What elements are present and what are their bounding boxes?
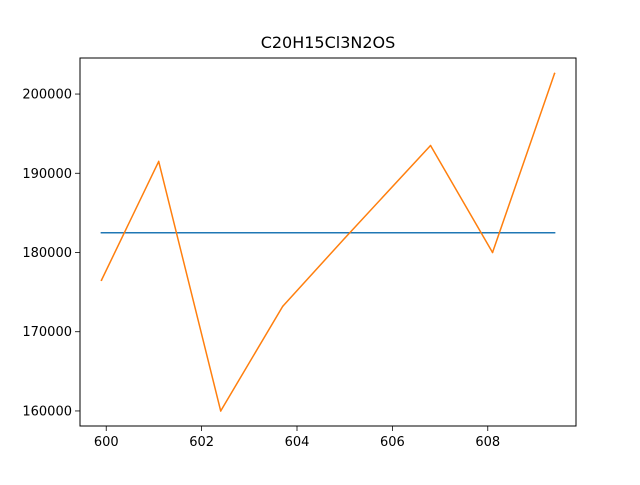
series-2-point [343,237,346,239]
series-2-point [219,410,222,412]
x-tick-label: 600 [94,435,119,450]
series-2-point [553,72,556,75]
series-2-point [157,160,160,163]
series-1-point [100,231,103,234]
series-2-point [281,305,284,308]
series-2-point [100,279,103,281]
y-tick-label: 180000 [22,246,72,261]
plot-area-frame [79,57,577,427]
x-tick-label: 602 [189,435,214,450]
x-tick-label: 604 [285,435,310,450]
series-1-point [553,231,556,234]
series-2-point [429,144,432,147]
y-tick-label: 190000 [22,167,72,182]
series-layer [100,72,556,412]
axes-layer: 600 602 604 606 608 160000 170000 180000 190000 2… [22,88,500,450]
y-tick-label: 200000 [22,88,72,103]
series-line-2 [100,72,556,412]
y-tick-label: 160000 [22,404,72,419]
series-2-point [491,251,494,254]
x-tick-label: 606 [380,435,405,450]
x-tick-label: 608 [475,435,500,450]
y-tick-label: 170000 [22,325,72,340]
chart-title: C20H15Cl3N2OS [261,33,396,52]
